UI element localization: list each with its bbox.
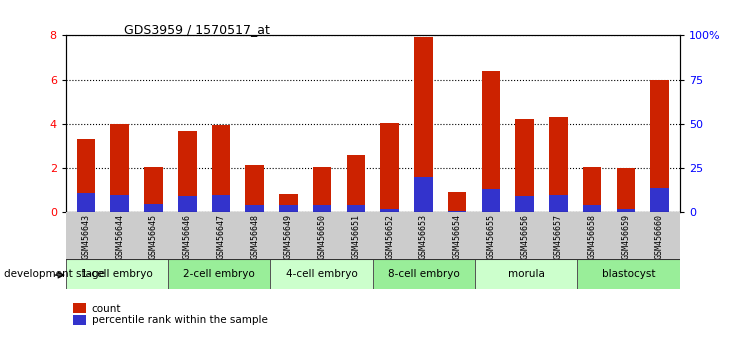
Text: count: count <box>91 304 121 314</box>
Text: GSM456651: GSM456651 <box>352 214 360 259</box>
Text: 4-cell embryo: 4-cell embryo <box>286 269 357 279</box>
Text: GSM456653: GSM456653 <box>419 214 428 259</box>
Bar <box>270 259 373 289</box>
Bar <box>549 117 568 212</box>
Bar <box>178 196 197 212</box>
Text: GSM456658: GSM456658 <box>588 214 596 259</box>
Bar <box>577 259 680 289</box>
Bar <box>246 165 264 212</box>
Bar <box>616 168 635 212</box>
Text: blastocyst: blastocyst <box>602 269 656 279</box>
Bar <box>77 193 95 212</box>
Text: GSM456652: GSM456652 <box>385 214 394 259</box>
Text: GSM456654: GSM456654 <box>452 214 462 259</box>
Bar <box>279 205 298 212</box>
Bar <box>482 189 500 212</box>
Bar <box>583 167 602 212</box>
Bar <box>313 167 331 212</box>
Text: morula: morula <box>508 269 545 279</box>
Bar <box>380 209 399 212</box>
Bar <box>549 195 568 212</box>
Text: development stage: development stage <box>4 269 105 279</box>
Bar <box>66 259 168 289</box>
Bar <box>144 167 163 212</box>
Bar <box>346 205 366 212</box>
Text: GSM456649: GSM456649 <box>284 214 293 259</box>
Text: GSM456645: GSM456645 <box>149 214 158 259</box>
Bar <box>373 259 475 289</box>
Bar <box>651 80 669 212</box>
Bar <box>168 259 270 289</box>
Text: GSM456660: GSM456660 <box>655 214 664 259</box>
Text: GSM456656: GSM456656 <box>520 214 529 259</box>
Text: GDS3959 / 1570517_at: GDS3959 / 1570517_at <box>124 23 270 36</box>
Text: 1-cell embryo: 1-cell embryo <box>81 269 153 279</box>
Bar <box>279 194 298 212</box>
Text: 8-cell embryo: 8-cell embryo <box>388 269 460 279</box>
Bar <box>110 195 129 212</box>
Text: GSM456657: GSM456657 <box>554 214 563 259</box>
Text: 2-cell embryo: 2-cell embryo <box>183 269 255 279</box>
Bar <box>346 155 366 212</box>
Bar <box>616 209 635 212</box>
Bar <box>178 131 197 212</box>
Text: GSM456644: GSM456644 <box>115 214 124 259</box>
Bar <box>482 71 500 212</box>
Bar <box>110 124 129 212</box>
Text: percentile rank within the sample: percentile rank within the sample <box>91 315 268 325</box>
Bar <box>475 259 577 289</box>
Text: GSM456647: GSM456647 <box>216 214 225 259</box>
Bar <box>77 139 95 212</box>
Bar <box>313 205 331 212</box>
Text: GSM456655: GSM456655 <box>486 214 496 259</box>
Bar <box>212 125 230 212</box>
Bar <box>515 119 534 212</box>
Bar <box>246 205 264 212</box>
Text: GSM456659: GSM456659 <box>621 214 630 259</box>
Bar <box>448 193 466 212</box>
Text: GSM456643: GSM456643 <box>82 214 91 259</box>
Bar <box>651 188 669 212</box>
Bar <box>380 123 399 212</box>
Bar <box>515 196 534 212</box>
Bar <box>414 36 433 212</box>
Text: GSM456650: GSM456650 <box>318 214 327 259</box>
Bar <box>212 195 230 212</box>
Bar <box>414 177 433 212</box>
Text: GSM456648: GSM456648 <box>250 214 260 259</box>
Text: GSM456646: GSM456646 <box>183 214 192 259</box>
Bar <box>583 205 602 212</box>
Bar <box>448 211 466 212</box>
Bar <box>144 204 163 212</box>
